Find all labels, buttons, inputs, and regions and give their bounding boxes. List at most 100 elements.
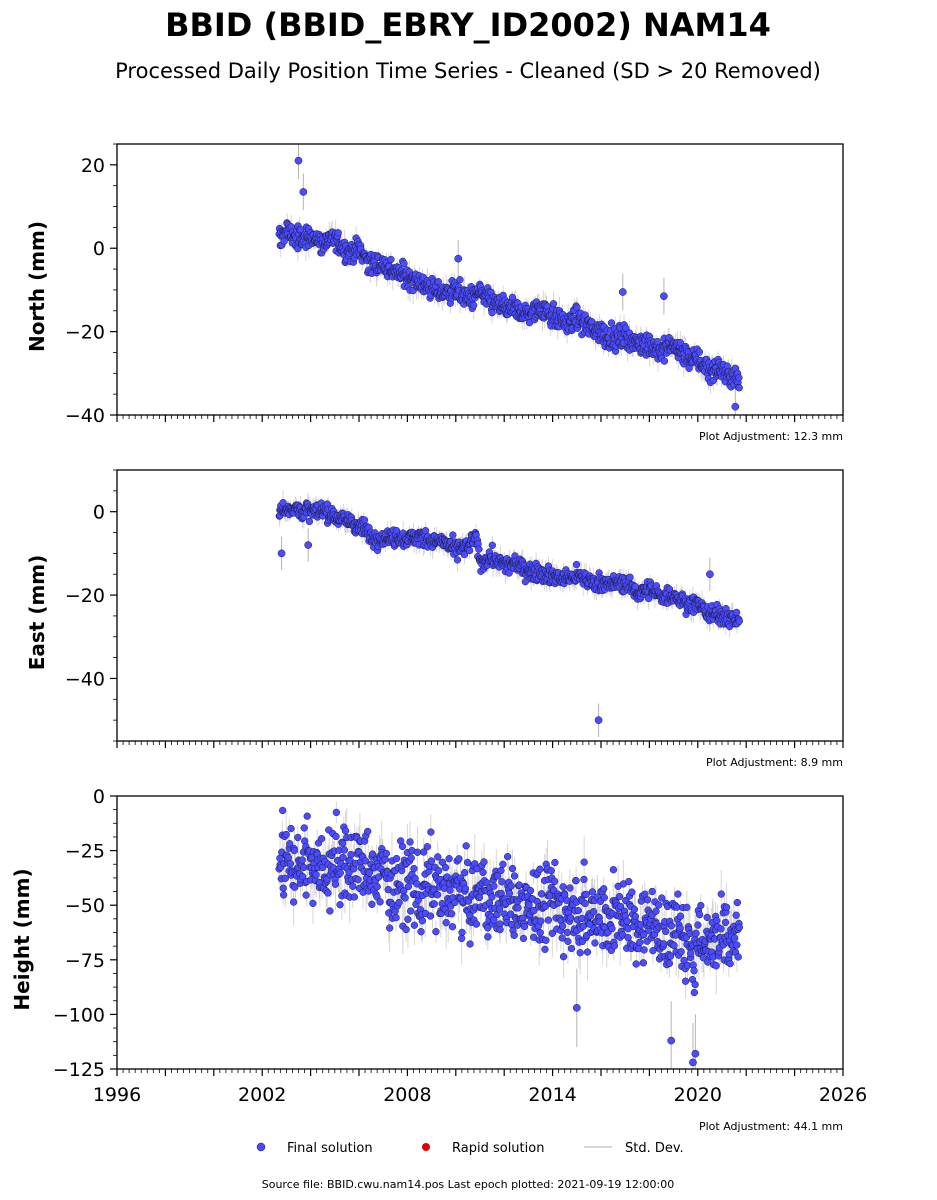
height-data-point bbox=[484, 933, 492, 941]
height-data-point bbox=[544, 916, 553, 924]
height-data-point bbox=[703, 913, 711, 921]
height-data-point bbox=[526, 886, 535, 895]
east-data-point bbox=[279, 499, 287, 507]
height-data-point bbox=[551, 858, 559, 867]
height-data-point bbox=[402, 925, 410, 934]
height-panel: 0 −25 −50 −75 −100 −125 1996 2002 2008 2014 2020 20… bbox=[10, 786, 867, 1133]
height-data-point bbox=[472, 920, 481, 928]
height-data-point bbox=[510, 931, 518, 939]
height-data-point bbox=[368, 900, 376, 908]
height-data-point bbox=[733, 941, 741, 949]
height-data-point bbox=[298, 872, 307, 881]
height-data-point bbox=[730, 934, 739, 942]
height-data-point bbox=[624, 933, 632, 942]
height-data-point bbox=[683, 903, 691, 912]
height-data-point bbox=[665, 959, 674, 968]
north-data-point bbox=[456, 276, 464, 284]
north-data-point bbox=[400, 259, 408, 268]
height-data-point bbox=[331, 880, 340, 888]
east-data-point bbox=[392, 527, 401, 535]
height-data-point bbox=[287, 824, 295, 833]
height-data-point bbox=[652, 907, 660, 915]
height-data-point bbox=[563, 896, 571, 904]
height-data-point bbox=[735, 923, 744, 932]
height-data-point bbox=[401, 894, 409, 902]
height-data-point bbox=[691, 980, 699, 989]
height-data-point bbox=[349, 882, 357, 890]
height-data-point bbox=[680, 956, 688, 965]
height-data-point bbox=[658, 894, 666, 902]
height-data-point bbox=[326, 907, 334, 915]
east-y-ticks: 0 −20 −40 bbox=[65, 469, 117, 742]
height-data-point bbox=[666, 952, 675, 960]
height-data-point bbox=[364, 827, 372, 836]
figure-subtitle: Processed Daily Position Time Series - C… bbox=[115, 59, 821, 83]
north-data-point bbox=[735, 374, 743, 382]
height-data-point bbox=[721, 918, 730, 927]
height-data-point bbox=[300, 863, 308, 872]
north-outlier-point bbox=[660, 292, 668, 301]
height-data-point bbox=[564, 937, 572, 946]
height-data-point bbox=[566, 884, 574, 892]
height-data-point bbox=[404, 915, 412, 923]
height-data-point bbox=[542, 936, 550, 944]
height-y-ticks: 0 −25 −50 −75 −100 −125 bbox=[53, 786, 117, 1081]
east-y-tick-label: −20 bbox=[65, 585, 105, 607]
height-data-point bbox=[479, 868, 487, 876]
source-note: Source file: BBID.cwu.nam14.pos Last epo… bbox=[262, 1178, 675, 1191]
height-data-point bbox=[291, 883, 299, 891]
east-data-point bbox=[475, 545, 483, 553]
height-data-point bbox=[505, 889, 514, 898]
height-data-point bbox=[410, 864, 418, 873]
height-data-point bbox=[373, 883, 381, 891]
height-data-point bbox=[591, 939, 599, 947]
height-plot-adjustment: Plot Adjustment: 44.1 mm bbox=[699, 1120, 843, 1133]
east-data-point bbox=[644, 594, 653, 603]
north-panel: 20 0 −20 −40 North (mm) Plot Adjustment: 12.3… bbox=[25, 143, 844, 443]
height-data-point bbox=[446, 886, 454, 894]
height-data-point bbox=[407, 854, 415, 862]
height-data-point bbox=[504, 853, 512, 861]
height-y-tick-label: 0 bbox=[93, 786, 105, 808]
legend-stddev-label: Std. Dev. bbox=[625, 1141, 684, 1156]
height-data-point bbox=[640, 946, 648, 954]
height-data-point bbox=[324, 889, 332, 897]
height-data-point bbox=[386, 924, 394, 932]
height-data-point bbox=[676, 912, 685, 920]
height-data-point bbox=[625, 877, 633, 886]
height-data-point bbox=[382, 849, 390, 858]
height-data-point bbox=[498, 878, 506, 886]
height-data-point bbox=[279, 884, 287, 892]
height-data-point bbox=[581, 899, 589, 908]
east-outlier-point bbox=[277, 549, 286, 558]
height-data-point bbox=[430, 900, 438, 908]
height-data-point bbox=[692, 929, 700, 937]
east-data-point bbox=[360, 516, 369, 524]
height-data-point bbox=[398, 842, 407, 851]
height-data-point bbox=[559, 953, 568, 961]
height-data-point bbox=[662, 927, 670, 936]
height-data-point bbox=[588, 888, 597, 896]
height-data-point bbox=[574, 906, 582, 915]
height-data-point bbox=[282, 830, 290, 839]
height-data-point bbox=[536, 865, 544, 873]
height-data-point bbox=[289, 898, 298, 906]
height-data-point bbox=[462, 842, 470, 850]
height-data-point bbox=[332, 808, 341, 817]
height-data-point bbox=[406, 838, 414, 846]
height-data-point bbox=[298, 856, 306, 864]
height-data-point bbox=[699, 954, 707, 962]
height-data-point bbox=[490, 882, 498, 890]
height-data-point bbox=[420, 848, 428, 856]
height-data-point bbox=[677, 948, 685, 956]
east-data-point bbox=[465, 546, 474, 555]
height-data-point bbox=[640, 930, 648, 939]
height-data-point bbox=[392, 854, 401, 863]
north-y-tick-label: 20 bbox=[81, 155, 105, 177]
height-data-point bbox=[580, 875, 588, 884]
north-y-tick-label: −20 bbox=[65, 322, 105, 344]
north-data-point bbox=[549, 300, 558, 308]
height-data-point bbox=[280, 891, 288, 899]
height-data-point bbox=[441, 863, 450, 872]
height-data-point bbox=[628, 888, 636, 896]
